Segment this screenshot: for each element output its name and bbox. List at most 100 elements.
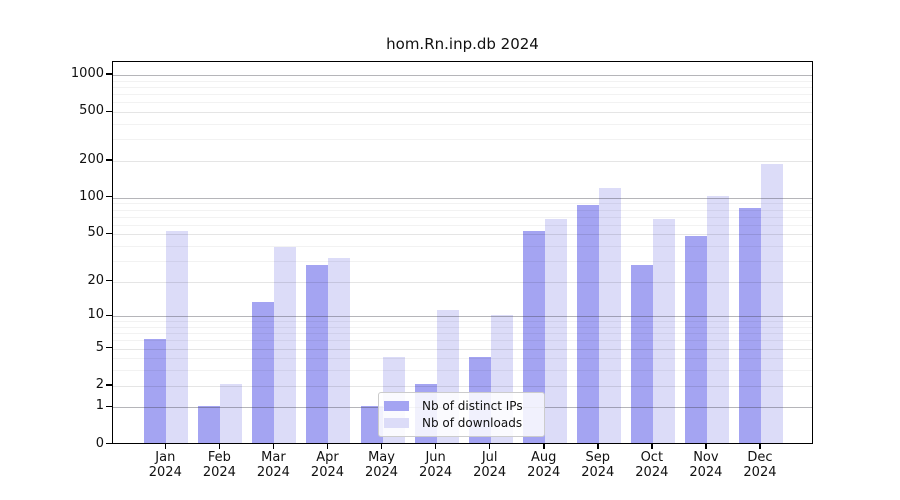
y-tick-mark-2 [106,384,112,386]
x-tick-label-jul: Jul 2024 [473,450,507,480]
x-tick-mark-aug [543,444,545,449]
bar-downloads-mar [274,247,297,443]
bar-distinct-ips-dec [738,208,761,443]
gridline-700 [113,94,812,95]
x-tick-mark-jan [164,444,167,449]
y-tick-mark-10 [106,314,112,317]
bar-distinct-ips-nov [684,235,707,443]
x-tick-label-jan: Jan 2024 [148,450,182,480]
gridline-600 [113,102,812,104]
y-tick-mark-0 [106,443,112,445]
bar-distinct-ips-aug [522,230,545,443]
gridline-500 [113,112,812,113]
legend-item-downloads: Nb of downloads [384,415,536,432]
y-tick-mark-1000 [106,73,112,75]
bar-downloads-aug [544,218,567,443]
x-tick-label-oct: Oct 2024 [635,450,669,480]
gridline-9 [113,321,812,323]
bar-distinct-ips-may [360,405,383,443]
legend-label-downloads: Nb of downloads [422,415,523,430]
gridline-40 [113,245,812,247]
gridline-200 [113,160,812,162]
bar-downloads-feb [220,384,243,443]
x-tick-label-jun: Jun 2024 [419,450,453,480]
x-tick-mark-nov [705,444,707,449]
gridline-300 [113,139,812,141]
y-tick-label-5: 5 [95,339,104,355]
bar-downloads-sep [598,187,621,443]
x-tick-mark-sep [597,444,599,449]
gridline-60 [113,224,812,226]
legend-swatch-distinct-ips [384,401,409,412]
bar-distinct-ips-sep [576,205,599,443]
gridline-4 [113,358,812,360]
x-tick-mark-mar [272,444,275,449]
gridline-70 [113,216,812,218]
gridline-8 [113,327,812,328]
gridline-80 [113,209,812,211]
y-tick-label-100: 100 [79,188,104,204]
y-tick-mark-5 [106,347,112,349]
x-tick-mark-jul [489,444,491,449]
gridline-100 [113,197,812,199]
gridline-400 [113,123,812,125]
y-tick-mark-200 [106,159,112,161]
gridline-7 [113,333,812,335]
y-tick-label-200: 200 [79,151,104,167]
y-tick-mark-100 [106,196,112,198]
y-tick-mark-20 [106,280,112,282]
y-tick-mark-500 [106,110,112,112]
y-tick-label-1: 1 [95,398,104,414]
bar-distinct-ips-apr [306,264,329,443]
y-tick-mark-1 [106,405,112,408]
bar-distinct-ips-jan [144,338,167,443]
x-tick-mark-dec [759,444,761,449]
gridline-30 [113,260,812,262]
bar-downloads-nov [706,196,729,443]
x-tick-label-sep: Sep 2024 [581,450,615,480]
gridline-1000 [113,75,812,76]
y-tick-label-500: 500 [79,103,104,118]
y-tick-mark-50 [106,232,112,234]
bar-distinct-ips-feb [198,405,221,443]
gridline-50 [113,234,812,236]
bar-distinct-ips-oct [630,264,653,443]
y-tick-label-0: 0 [95,435,104,451]
x-tick-label-may: May 2024 [364,450,399,480]
bar-downloads-apr [328,257,351,443]
x-tick-mark-oct [651,444,653,449]
x-tick-mark-feb [218,444,221,449]
legend: Nb of distinct IPs Nb of downloads [378,392,545,437]
y-tick-label-50: 50 [87,225,104,241]
legend-label-distinct-ips: Nb of distinct IPs [422,399,523,414]
x-tick-label-feb: Feb 2024 [202,450,236,480]
x-tick-label-dec: Dec 2024 [743,450,777,480]
gridline-10 [113,316,812,318]
gridline-20 [113,281,812,283]
bar-distinct-ips-mar [252,301,275,443]
y-tick-label-20: 20 [87,272,104,288]
x-tick-label-aug: Aug 2024 [527,450,561,480]
x-tick-mark-jun [435,444,437,449]
gridline-3 [113,370,812,372]
gridline-6 [113,340,812,342]
bar-downloads-jan [166,230,189,443]
x-tick-label-mar: Mar 2024 [256,450,290,480]
gridline-2 [113,385,812,387]
x-tick-mark-may [381,444,383,449]
bar-downloads-dec [760,163,783,443]
y-tick-label-10: 10 [87,307,104,323]
plot-area [112,61,813,444]
y-tick-label-1000: 1000 [70,65,104,81]
legend-item-distinct-ips: Nb of distinct IPs [384,398,536,415]
legend-swatch-downloads [384,417,409,428]
gridline-90 [113,203,812,205]
x-tick-mark-apr [326,444,329,449]
gridline-5 [113,348,812,350]
gridline-900 [113,80,812,82]
x-tick-label-nov: Nov 2024 [689,450,723,480]
y-tick-label-2: 2 [95,376,104,392]
gridline-800 [113,86,812,88]
bar-downloads-oct [652,218,675,443]
